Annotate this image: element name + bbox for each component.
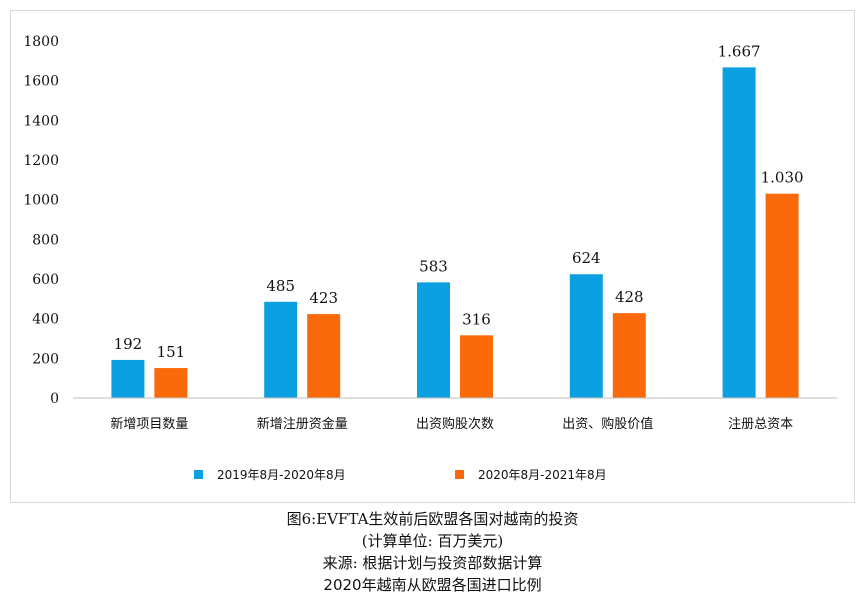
x-category-label: 注册总资本 xyxy=(728,417,793,432)
x-category-label: 出资购股次数 xyxy=(416,416,494,432)
caption-title: 图6:EVFTA生效前后欧盟各国对越南的投资 xyxy=(286,510,579,528)
bar-chart: 0 200 400 600 800 1000 1200 1400 1600 1800 192 151… xyxy=(23,34,837,482)
bar-series-1 xyxy=(460,335,493,398)
caption-note: 2020年越南从欧盟各国进口比例 xyxy=(323,576,542,594)
data-label: 1.667 xyxy=(718,42,761,60)
y-tick-label: 1600 xyxy=(23,74,59,90)
data-label: 192 xyxy=(114,335,143,353)
data-label: 151 xyxy=(157,343,186,361)
legend-label: 2019年8月-2020年8月 xyxy=(217,468,346,482)
data-label: 485 xyxy=(266,277,295,295)
y-tick-label: 400 xyxy=(32,312,59,328)
x-axis: 新增项目数量 新增注册资金量 出资购股次数 出资、购股价值 注册总资本 xyxy=(73,397,837,432)
bar-series-0 xyxy=(722,67,756,399)
x-category-label: 新增注册资金量 xyxy=(257,416,348,432)
bars xyxy=(111,67,799,399)
y-tick-label: 1000 xyxy=(23,193,59,209)
bar-series-0 xyxy=(569,274,603,398)
figure-caption: 图6:EVFTA生效前后欧盟各国对越南的投资 (计算单位: 百万美元) 来源: … xyxy=(0,508,865,596)
caption-source: 来源: 根据计划与投资部数据计算 xyxy=(322,554,543,572)
y-tick-label: 800 xyxy=(32,232,59,248)
data-label: 423 xyxy=(309,289,338,307)
legend: 2019年8月-2020年8月 2020年8月-2021年8月 xyxy=(194,468,607,482)
bar-series-0 xyxy=(417,282,450,398)
bar-series-0 xyxy=(111,359,145,398)
data-label: 316 xyxy=(462,310,491,328)
y-tick-label: 200 xyxy=(32,351,59,367)
y-tick-label: 0 xyxy=(50,391,59,407)
x-category-label: 出资、购股价值 xyxy=(562,416,653,432)
data-label: 583 xyxy=(419,257,448,275)
legend-swatch-0 xyxy=(194,470,203,479)
y-tick-label: 1200 xyxy=(23,153,59,169)
bar-series-1 xyxy=(154,368,188,398)
chart-frame: 0 200 400 600 800 1000 1200 1400 1600 1800 192 151… xyxy=(10,10,855,503)
legend-swatch-1 xyxy=(455,470,464,479)
bar-series-1 xyxy=(765,193,799,398)
data-label: 1.030 xyxy=(761,169,804,187)
data-label: 624 xyxy=(572,249,601,267)
y-tick-label: 600 xyxy=(32,272,59,288)
y-tick-label: 1800 xyxy=(23,34,59,50)
legend-label: 2020年8月-2021年8月 xyxy=(478,468,607,482)
bar-series-0 xyxy=(264,301,298,398)
data-labels: 192 151 485 423 583 316 624 428 1.667 1.030 xyxy=(114,42,804,361)
y-axis: 0 200 400 600 800 1000 1200 1400 1600 1800 xyxy=(23,34,59,407)
bar-series-1 xyxy=(307,314,341,398)
caption-unit: (计算单位: 百万美元) xyxy=(361,532,504,550)
y-tick-label: 1400 xyxy=(23,113,59,129)
bar-series-1 xyxy=(612,313,646,398)
data-label: 428 xyxy=(615,288,644,306)
x-category-label: 新增项目数量 xyxy=(110,416,188,432)
